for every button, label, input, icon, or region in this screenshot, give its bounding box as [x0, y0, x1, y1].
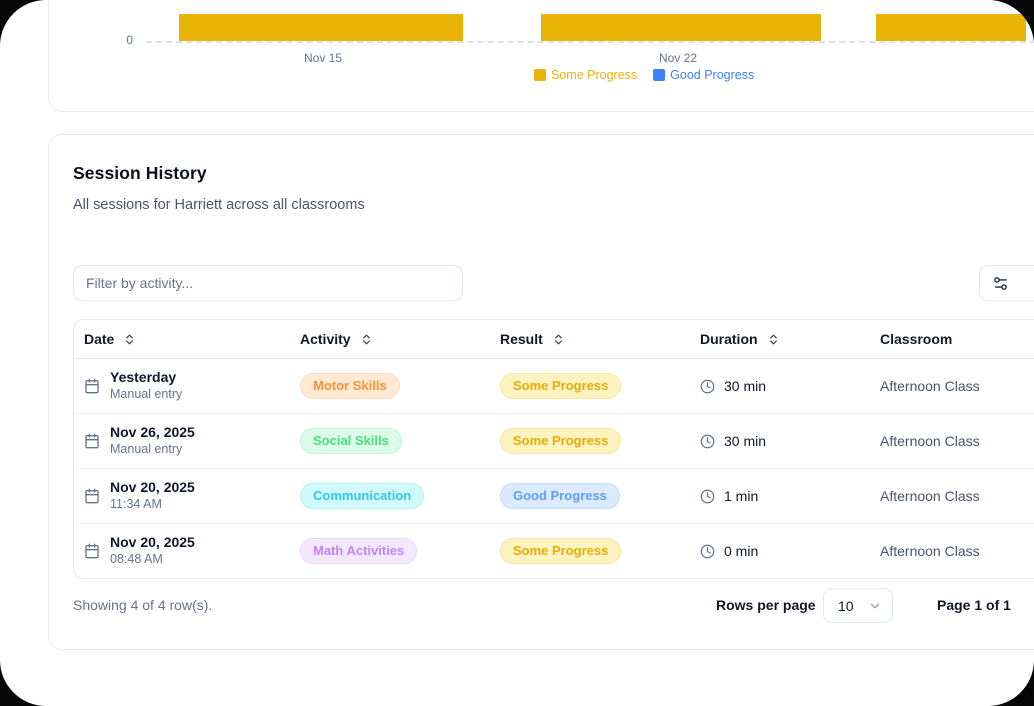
result-badge: Some Progress — [500, 372, 622, 400]
chart-bar-some-progress-3[interactable] — [876, 14, 1026, 41]
row-count-summary: Showing 4 of 4 row(s). — [73, 597, 213, 613]
chart-legend: Some Progress Good Progress — [534, 68, 754, 82]
session-date: Nov 20, 2025 — [110, 479, 195, 496]
session-duration: 30 min — [724, 433, 767, 449]
table-row[interactable]: Nov 20, 2025 08:48 AM Math Activities Som… — [74, 524, 1034, 578]
column-header-classroom: Classroom — [870, 331, 1034, 347]
rows-per-page-label: Rows per page — [716, 597, 816, 613]
result-badge: Some Progress — [500, 537, 622, 565]
table-row[interactable]: Yesterday Manual entry Motor Skills Some … — [74, 359, 1034, 414]
progress-chart-card: 0 Nov 15 Nov 22 Some Progress Good Progr… — [48, 0, 1034, 112]
clock-icon — [700, 434, 715, 449]
page-indicator: Page 1 of 1 — [937, 597, 1011, 613]
sort-date-button[interactable] — [121, 331, 138, 348]
chevron-down-icon — [868, 599, 882, 613]
page-subtitle: All sessions for Harriett across all cla… — [73, 197, 365, 213]
session-duration: 30 min — [724, 378, 767, 394]
legend-swatch-some-progress-icon — [534, 69, 546, 81]
column-label: Classroom — [880, 331, 953, 347]
session-table: Date Activity Result Duration Classroom — [73, 319, 1034, 579]
column-header-activity: Activity — [290, 331, 490, 348]
chart-x-axis-tick-nov15: Nov 15 — [303, 51, 343, 65]
rows-per-page-value: 10 — [838, 597, 854, 614]
filter-activity-input[interactable] — [73, 265, 463, 301]
sliders-settings-icon — [992, 275, 1009, 292]
session-classroom: Afternoon Class — [880, 433, 980, 449]
activity-badge: Math Activities — [300, 537, 418, 565]
chart-bar-some-progress-1[interactable] — [179, 14, 463, 41]
session-history-card: Session History All sessions for Harriet… — [48, 134, 1034, 650]
sort-result-button[interactable] — [550, 331, 567, 348]
calendar-icon — [84, 433, 100, 449]
legend-swatch-good-progress-icon — [653, 69, 666, 81]
sort-activity-button[interactable] — [358, 331, 375, 348]
session-classroom: Afternoon Class — [880, 543, 980, 559]
chart-zero-gridline — [146, 41, 1034, 43]
column-header-result: Result — [490, 331, 690, 348]
chart-y-axis-tick: 0 — [126, 33, 133, 47]
column-label: Duration — [700, 331, 758, 347]
clock-icon — [700, 489, 715, 504]
session-date-detail: 11:34 AM — [110, 496, 162, 511]
column-header-date: Date — [74, 331, 290, 348]
calendar-icon — [84, 488, 100, 504]
legend-item-good-progress[interactable]: Good Progress — [653, 68, 754, 82]
legend-label: Good Progress — [670, 68, 755, 82]
calendar-icon — [84, 543, 100, 559]
column-label: Result — [500, 331, 543, 347]
legend-item-some-progress[interactable]: Some Progress — [534, 68, 637, 82]
session-date: Nov 26, 2025 — [110, 424, 195, 441]
session-duration: 0 min — [724, 543, 759, 559]
result-badge: Good Progress — [500, 482, 620, 510]
session-date: Nov 20, 2025 — [110, 534, 195, 551]
sort-duration-button[interactable] — [765, 331, 782, 348]
activity-badge: Social Skills — [300, 427, 402, 455]
column-label: Date — [84, 331, 115, 347]
page-title: Session History — [73, 163, 207, 183]
activity-badge: Communication — [300, 482, 425, 510]
session-date-detail: Manual entry — [110, 441, 183, 456]
column-header-duration: Duration — [690, 331, 870, 348]
session-duration: 1 min — [724, 488, 759, 504]
clock-icon — [700, 379, 715, 394]
session-date: Yesterday — [110, 369, 177, 386]
session-date-detail: 08:48 AM — [110, 551, 163, 566]
table-header-row: Date Activity Result Duration Classroom — [74, 320, 1034, 359]
clock-icon — [700, 544, 715, 559]
session-classroom: Afternoon Class — [880, 378, 980, 394]
activity-badge: Motor Skills — [300, 372, 400, 400]
column-label: Activity — [300, 331, 351, 347]
calendar-icon — [84, 378, 100, 394]
session-date-detail: Manual entry — [110, 386, 183, 401]
table-row[interactable]: Nov 26, 2025 Manual entry Social Skills S… — [74, 414, 1034, 469]
rows-per-page-select[interactable]: 10 — [823, 588, 893, 623]
table-row[interactable]: Nov 20, 2025 11:34 AM Communication Good … — [74, 469, 1034, 524]
view-options-button[interactable] — [979, 265, 1034, 301]
table-footer: Showing 4 of 4 row(s). Rows per page 10 … — [49, 587, 1034, 627]
legend-label: Some Progress — [551, 68, 638, 82]
result-badge: Some Progress — [500, 427, 622, 455]
chart-bar-some-progress-2[interactable] — [541, 14, 821, 41]
chart-x-axis-tick-nov22: Nov 22 — [658, 51, 698, 65]
session-classroom: Afternoon Class — [880, 488, 980, 504]
